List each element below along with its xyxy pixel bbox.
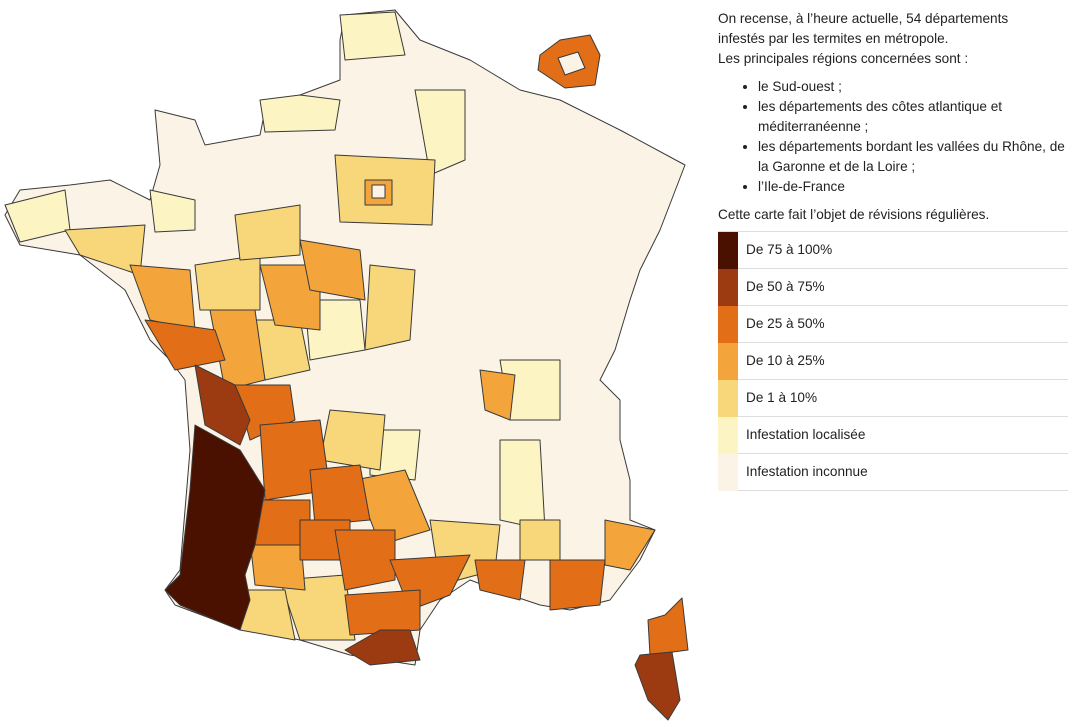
- department-area: [194, 364, 251, 446]
- legend-swatch: [718, 454, 738, 491]
- legend-swatch: [718, 232, 738, 269]
- department-area: [474, 559, 526, 601]
- department-area: [604, 519, 656, 571]
- department-area: [549, 559, 606, 611]
- legend-row: De 10 à 25%: [718, 343, 1068, 380]
- legend-label: De 25 à 50%: [746, 316, 825, 331]
- department-area: [557, 51, 586, 76]
- side-panel: On recense, à l’heure actuelle, 54 dépar…: [718, 9, 1068, 491]
- department-area: [299, 239, 366, 301]
- department-area: [334, 529, 396, 591]
- map: [4, 9, 689, 721]
- legend-swatch: [718, 343, 738, 380]
- legend-swatch: [718, 380, 738, 417]
- legend-label: De 75 à 100%: [746, 242, 833, 257]
- department-area: [647, 597, 689, 656]
- department-area: [279, 574, 356, 641]
- region-item: l’Ile-de-France: [758, 177, 1068, 197]
- department-area: [194, 254, 261, 311]
- department-area: [164, 424, 266, 631]
- legend-row: De 1 à 10%: [718, 380, 1068, 417]
- intro: On recense, à l’heure actuelle, 54 dépar…: [718, 11, 1009, 46]
- department-area: [634, 651, 681, 721]
- department-area: [209, 309, 266, 391]
- department-area: [259, 94, 341, 133]
- legend-label: Infestation inconnue: [746, 464, 868, 479]
- legend-row: De 50 à 75%: [718, 269, 1068, 306]
- department-area: [144, 319, 226, 371]
- region-item: les départements bordant les vallées du …: [758, 137, 1068, 177]
- legend: De 75 à 100% De 50 à 75% De 25 à 50% De 10 …: [718, 231, 1068, 491]
- department-area: [479, 369, 516, 421]
- department-area: [319, 409, 386, 471]
- legend-row: Infestation localisée: [718, 417, 1068, 454]
- department-area: [519, 519, 561, 561]
- department-area: [259, 264, 321, 331]
- department-area: [354, 469, 431, 546]
- department-area: [414, 89, 466, 176]
- legend-row: De 25 à 50%: [718, 306, 1068, 343]
- lead: Les principales régions concernées sont …: [718, 51, 969, 66]
- department-area: [499, 439, 546, 531]
- department-area: [339, 11, 406, 61]
- legend-row: Infestation inconnue: [718, 454, 1068, 491]
- legend-swatch: [718, 417, 738, 454]
- department-area: [344, 629, 421, 666]
- note: Cette carte fait l’objet de révisions ré…: [718, 207, 990, 222]
- legend-swatch: [718, 269, 738, 306]
- department-area: [364, 264, 416, 351]
- legend-row: De 75 à 100%: [718, 232, 1068, 269]
- legend-label: Infestation localisée: [746, 427, 866, 442]
- region-item: le Sud-ouest ;: [758, 77, 1068, 97]
- department-area: [309, 464, 371, 526]
- legend-label: De 10 à 25%: [746, 353, 825, 368]
- region-list: le Sud-ouest ;les départements des côtes…: [718, 77, 1068, 197]
- department-area: [149, 189, 196, 233]
- legend-label: De 1 à 10%: [746, 390, 818, 405]
- department-area: [344, 589, 421, 636]
- legend-label: De 50 à 75%: [746, 279, 825, 294]
- department-area: [371, 184, 386, 199]
- department-area: [234, 204, 301, 261]
- region-item: les départements des côtes atlantique et…: [758, 97, 1068, 137]
- legend-swatch: [718, 306, 738, 343]
